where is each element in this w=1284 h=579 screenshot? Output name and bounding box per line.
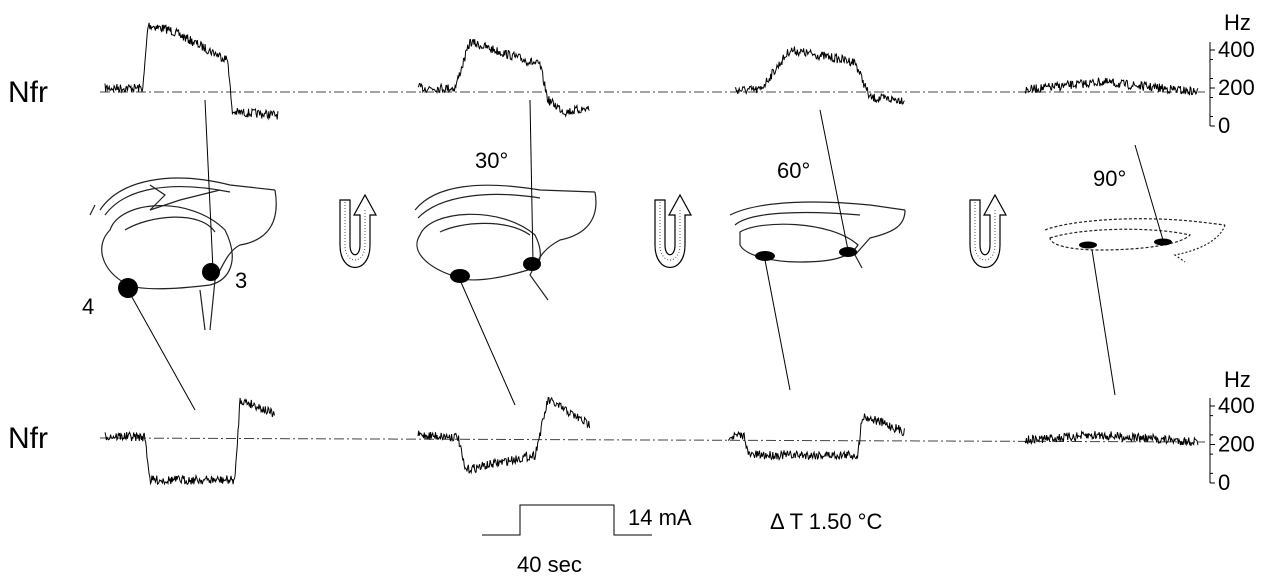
- rotation-arrow-shape: [654, 193, 693, 269]
- rotation-arrow-shape: [339, 193, 378, 269]
- electrode-label: 3: [235, 268, 247, 293]
- axis-unit: Hz: [1224, 367, 1251, 392]
- stimulus-pulse: [482, 504, 652, 536]
- axis-tick-label: 400: [1218, 37, 1255, 62]
- schematic: [729, 201, 906, 269]
- schematic: [414, 184, 597, 301]
- angle-label: 30°: [475, 148, 508, 173]
- schematic: [89, 177, 277, 331]
- stimulus-current: 14 mA: [628, 505, 692, 530]
- angle-label: 60°: [777, 158, 810, 183]
- nerve-trace: [728, 413, 905, 461]
- axis-tick-label: 0: [1218, 470, 1230, 495]
- axis-tick-label: 200: [1218, 431, 1255, 456]
- axes: 400 200 0 400 200 0: [1209, 37, 1255, 495]
- traces: [104, 22, 1199, 486]
- electrode-label: 4: [82, 294, 94, 319]
- stimulus-duration: 40 sec: [517, 552, 582, 577]
- temperature: Δ T 1.50 °C: [770, 509, 882, 534]
- nerve-trace: [734, 46, 905, 105]
- axis-tick-label: 400: [1218, 393, 1255, 418]
- trace-label: Nfr: [8, 422, 48, 455]
- nerve-trace: [104, 397, 275, 486]
- rotation-arrow-shape: [969, 193, 1008, 269]
- rotation-arrow: [339, 193, 1008, 269]
- nerve-trace: [1024, 430, 1199, 447]
- nerve-trace: [1024, 77, 1199, 96]
- trace-label: Nfr: [8, 76, 48, 109]
- baseline: [99, 437, 1206, 443]
- schematic: [1044, 218, 1226, 263]
- connectors: [127, 99, 1164, 411]
- nerve-trace: [417, 396, 590, 475]
- angle-label: 90°: [1093, 166, 1126, 191]
- nerve-trace: [104, 22, 279, 121]
- nerve-trace: [417, 38, 590, 118]
- axis-unit: Hz: [1224, 10, 1251, 35]
- axis-tick-label: 0: [1218, 113, 1230, 138]
- axis-tick-label: 200: [1218, 75, 1255, 100]
